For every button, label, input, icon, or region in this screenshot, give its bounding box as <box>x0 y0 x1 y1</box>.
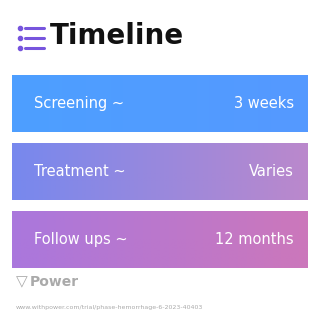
Text: Power: Power <box>30 275 79 289</box>
Text: Timeline: Timeline <box>50 22 184 50</box>
Text: 12 months: 12 months <box>215 232 294 247</box>
Text: Varies: Varies <box>249 164 294 179</box>
Text: www.withpower.com/trial/phase-hemorrhage-6-2023-40403: www.withpower.com/trial/phase-hemorrhage… <box>16 305 204 311</box>
Text: Follow ups ~: Follow ups ~ <box>34 232 128 247</box>
Text: Screening ~: Screening ~ <box>34 96 124 111</box>
Text: Treatment ~: Treatment ~ <box>34 164 126 179</box>
Text: ▽: ▽ <box>16 274 28 289</box>
Text: 3 weeks: 3 weeks <box>234 96 294 111</box>
